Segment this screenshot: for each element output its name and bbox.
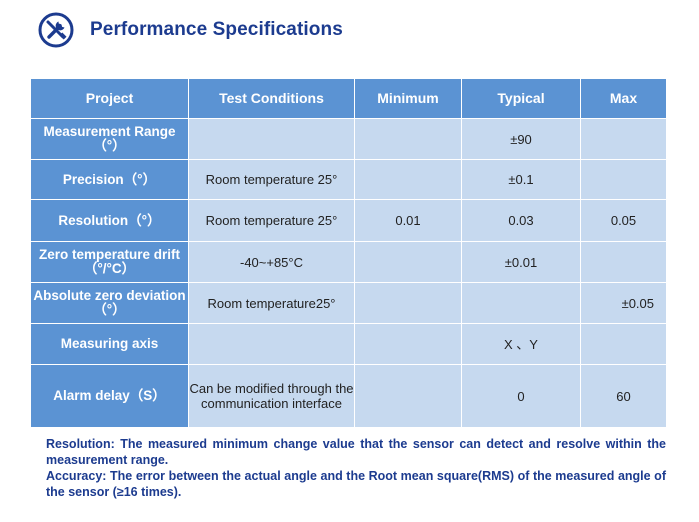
row-project: Precision（°） [30,159,189,200]
column-header-project: Project [30,78,189,119]
wrench-screwdriver-icon [38,12,74,48]
section-header: Performance Specifications [38,12,343,48]
row-project: Measuring axis [30,323,189,365]
performance-spec-table: Project Test Conditions Minimum Typical … [30,78,667,428]
table-header-row: Project Test Conditions Minimum Typical … [30,78,667,119]
row-typical: X 、Y [461,323,581,365]
column-header-typical: Typical [461,78,581,119]
row-project: Absolute zero deviation（°） [30,282,189,324]
table-row: Measurement Range（°） ±90 [30,118,667,160]
row-test-conditions [188,118,355,160]
row-minimum [354,364,462,428]
row-minimum [354,282,462,324]
column-header-minimum: Minimum [354,78,462,119]
table-row: Absolute zero deviation（°） Room temperat… [30,282,667,324]
table-row: Zero temperature drift（°/°C） -40~+85°C ±… [30,241,667,283]
row-minimum [354,323,462,365]
row-max [580,323,667,365]
row-project: Zero temperature drift（°/°C） [30,241,189,283]
row-typical: 0.03 [461,199,581,242]
row-max: 0.05 [580,199,667,242]
row-minimum: 0.01 [354,199,462,242]
row-test-conditions: Room temperature25° [188,282,355,324]
row-test-conditions: Can be modified through the communicatio… [188,364,355,428]
row-max: 60 [580,364,667,428]
note-resolution: Resolution: The measured minimum change … [46,437,666,467]
row-max: ±0.05 [580,282,667,324]
spec-notes: Resolution: The measured minimum change … [46,436,666,500]
row-typical: ±0.1 [461,159,581,200]
row-typical: ±90 [461,118,581,160]
note-accuracy: Accuracy: The error between the actual a… [46,469,666,499]
row-minimum [354,241,462,283]
row-typical [461,282,581,324]
page-title: Performance Specifications [90,19,343,40]
column-header-max: Max [580,78,667,119]
row-test-conditions: -40~+85°C [188,241,355,283]
row-project: Measurement Range（°） [30,118,189,160]
row-max [580,118,667,160]
table-row: Precision（°） Room temperature 25° ±0.1 [30,159,667,200]
row-minimum [354,159,462,200]
row-project: Resolution（°） [30,199,189,242]
row-minimum [354,118,462,160]
row-test-conditions [188,323,355,365]
row-test-conditions: Room temperature 25° [188,159,355,200]
row-project: Alarm delay（S） [30,364,189,428]
column-header-test-conditions: Test Conditions [188,78,355,119]
row-test-conditions: Room temperature 25° [188,199,355,242]
row-typical: 0 [461,364,581,428]
table-row: Alarm delay（S） Can be modified through t… [30,364,667,428]
table-row: Measuring axis X 、Y [30,323,667,365]
row-typical: ±0.01 [461,241,581,283]
row-max [580,159,667,200]
table-row: Resolution（°） Room temperature 25° 0.01 … [30,199,667,242]
row-max [580,241,667,283]
